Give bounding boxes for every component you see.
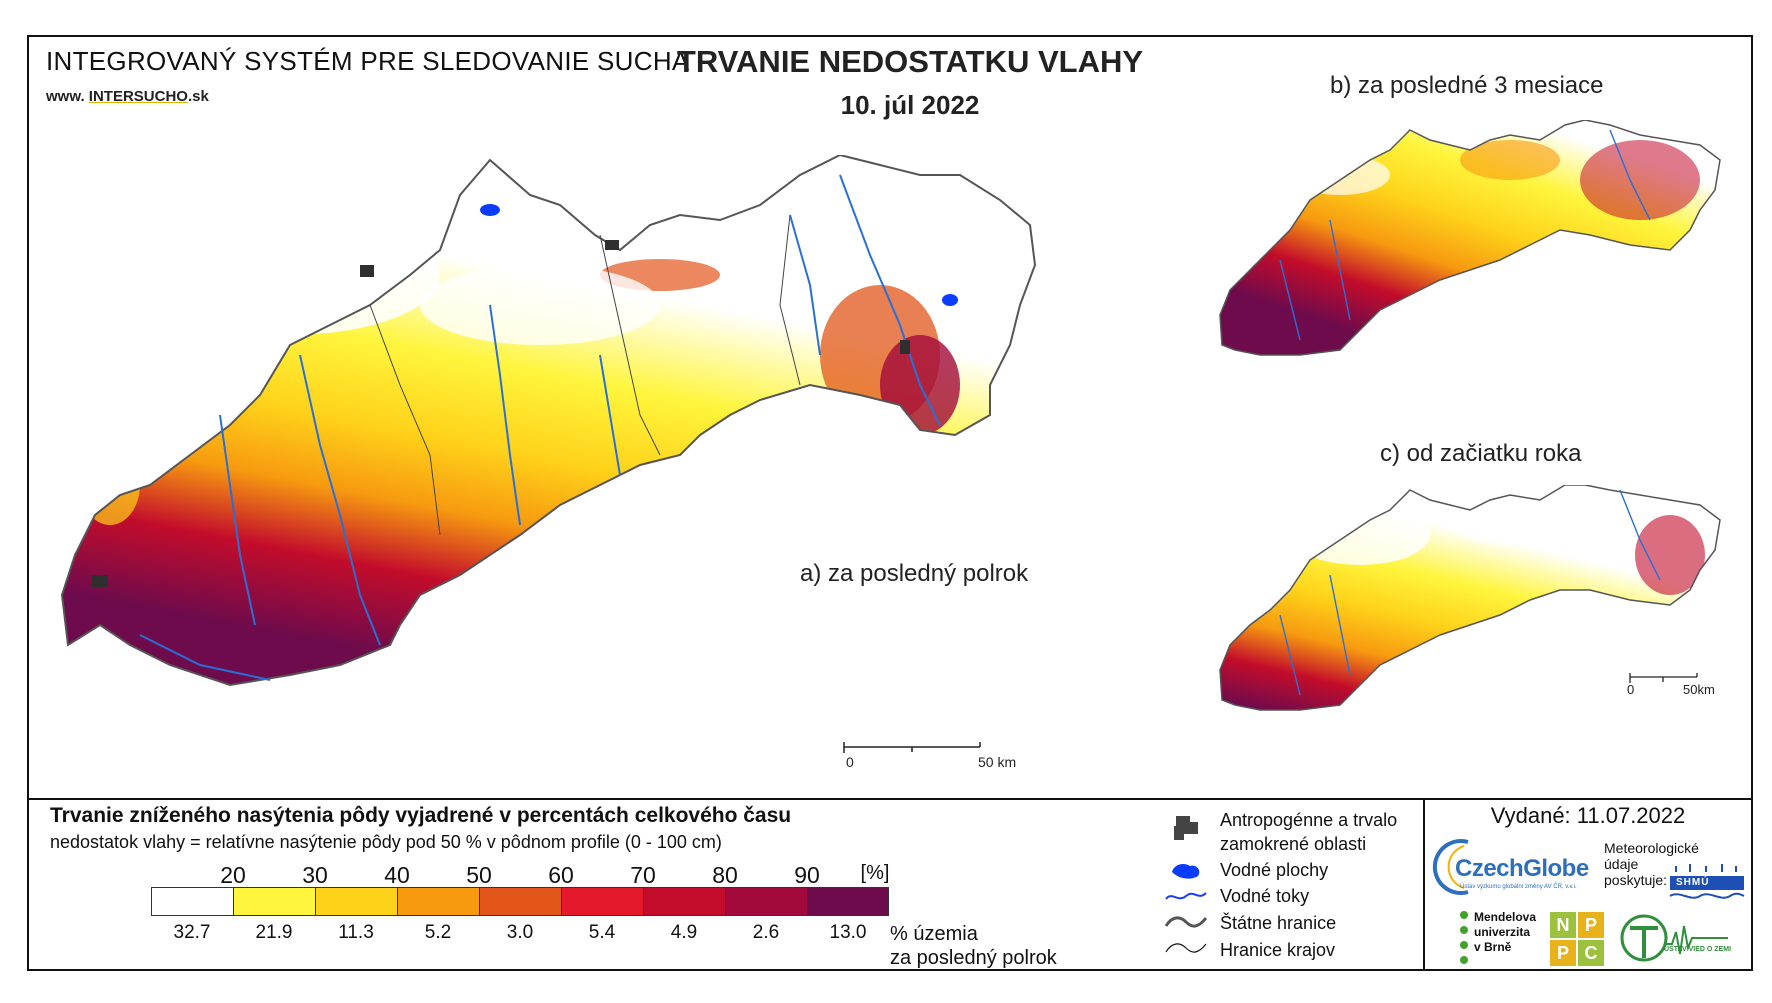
legend-class-swatch — [643, 887, 726, 916]
legend-class-swatch — [807, 887, 889, 916]
legend-class-swatch — [725, 887, 808, 916]
legend-threshold: 80 — [712, 862, 738, 888]
legend-class-share: 11.3 — [338, 922, 374, 943]
share-label-line2: za posledný polrok — [890, 947, 1057, 969]
legend-threshold: 60 — [548, 862, 574, 888]
anthropogenic-label-2: zamokrené oblasti — [1220, 834, 1367, 854]
legend-unit: [%] — [860, 862, 890, 884]
nppc-p2: P — [1550, 940, 1576, 966]
region-border-label: Hranice krajov — [1220, 940, 1336, 960]
water-bodies-label: Vodné plochy — [1220, 860, 1329, 880]
legend-class-swatch — [479, 887, 562, 916]
map-title: TRVANIE NEDOSTATKU VLAHY — [676, 44, 1144, 79]
legend-class-share: 13.0 — [829, 922, 867, 943]
czechglobe-subtitle: Ústav výzkumu globální změny AV ČR, v.v.… — [1460, 884, 1577, 890]
system-title: INTEGROVANÝ SYSTÉM PRE SLEDOVANIE SUCHA — [46, 46, 690, 76]
legend-class-share: 5.2 — [424, 922, 452, 943]
legend-threshold: 40 — [384, 862, 410, 888]
map-c-year-to-date — [1219, 485, 1721, 711]
nppc-p1: P — [1578, 912, 1604, 938]
map-a-label: a) za posledný polrok — [800, 560, 1029, 587]
website-main: INTERSUCHO — [88, 88, 188, 105]
scale-small-zero: 0 — [1627, 682, 1635, 697]
map-a-half-year — [60, 155, 1037, 687]
share-label: % územia za posledný polrok — [890, 922, 1057, 970]
map-b-three-months — [1219, 120, 1721, 356]
mendel-dots-icon — [1460, 911, 1468, 964]
legend-class-swatch — [561, 887, 644, 916]
footer-divider — [1423, 798, 1425, 971]
mendel-line1: Mendelova — [1474, 910, 1537, 924]
legend-divider — [27, 798, 1753, 800]
legend-threshold: 30 — [302, 862, 328, 888]
mendel-text: Mendelova univerzita v Brně — [1474, 910, 1536, 955]
rivers-label: Vodné toky — [1220, 886, 1310, 906]
scale-main-zero: 0 — [846, 754, 854, 770]
legend-class-share: 32.7 — [173, 922, 211, 943]
met-data-text: Meteorologické údaje poskytuje: — [1604, 840, 1699, 888]
scale-small-end: 50km — [1683, 682, 1715, 697]
mendel-line3: v Brně — [1474, 940, 1512, 954]
scale-bar-small — [1629, 673, 1698, 683]
water-body-icon — [1172, 864, 1200, 879]
mendel-line2: univerzita — [1474, 925, 1531, 939]
uvz-label: ÚSTAV VIED O ZEMI — [1664, 946, 1732, 953]
state-border-label: Štátne hranice — [1220, 913, 1337, 933]
legend-threshold: 90 — [794, 862, 820, 888]
czechglobe-logo — [1432, 839, 1469, 895]
shmu-logo — [1669, 864, 1745, 899]
legend-class-swatch — [233, 887, 316, 916]
legend-subtitle: nedostatok vlahy = relatívne nasýtenie p… — [50, 832, 722, 852]
region-border-icon — [1165, 943, 1207, 953]
website-link[interactable]: www. INTERSUCHO.sk — [46, 88, 209, 105]
map-b-label: b) za posledné 3 mesiace — [1330, 72, 1604, 99]
website-prefix: www. — [46, 88, 85, 105]
czechglobe-name: CzechGlobe — [1455, 855, 1589, 882]
nppc-logo: N P P C — [1550, 912, 1604, 966]
anthropogenic-label-1: Antropogénne a trvalo — [1220, 810, 1398, 830]
legend-class-swatch — [151, 887, 234, 916]
legend-threshold: 20 — [220, 862, 246, 888]
scale-bar-main — [843, 742, 981, 753]
river-icon — [1165, 892, 1207, 900]
legend-class-share: 2.6 — [752, 922, 780, 943]
anthropogenic-area-icon — [1174, 816, 1198, 840]
issued-date: Vydané: 11.07.2022 — [1490, 803, 1686, 828]
uvz-logo — [1620, 914, 1728, 962]
legend-class-share: 4.9 — [670, 922, 698, 943]
legend-class-swatch — [315, 887, 398, 916]
met-data-line2: údaje — [1604, 856, 1639, 872]
met-data-line3: poskytuje: — [1604, 872, 1668, 888]
scale-main-end: 50 km — [978, 754, 1017, 770]
legend-class-share: 5.4 — [588, 922, 616, 943]
nppc-n: N — [1550, 912, 1576, 938]
share-label-line1: % územia — [890, 923, 978, 945]
website-tld: .sk — [187, 88, 209, 105]
legend-title: Trvanie zníženého nasýtenia pôdy vyjadre… — [50, 804, 792, 827]
legend-threshold: 50 — [466, 862, 492, 888]
legend-class-swatch — [397, 887, 480, 916]
map-date: 10. júl 2022 — [840, 90, 980, 120]
legend-class-share: 21.9 — [255, 922, 293, 943]
legend-threshold: 70 — [630, 862, 656, 888]
state-border-icon — [1164, 916, 1208, 928]
legend-class-share: 3.0 — [506, 922, 534, 943]
shmu-label: SHMÚ — [1676, 877, 1710, 888]
map-c-label: c) od začiatku roka — [1380, 440, 1582, 467]
nppc-c: C — [1578, 940, 1604, 966]
met-data-line1: Meteorologické — [1604, 840, 1699, 856]
